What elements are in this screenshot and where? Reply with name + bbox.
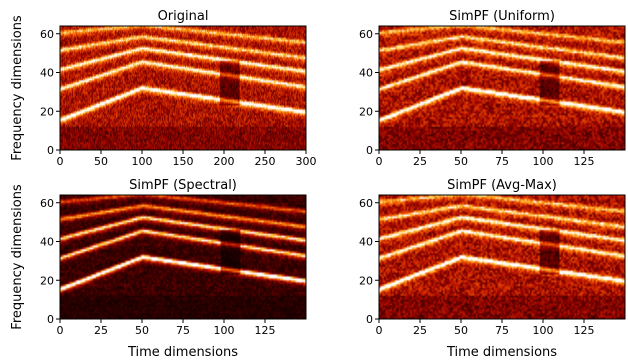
y-tick-label: 40 xyxy=(40,236,54,249)
x-tick-label: 0 xyxy=(376,155,383,168)
y-tick-label: 60 xyxy=(359,197,373,210)
x-tick-label: 100 xyxy=(533,155,554,168)
spectrogram-panel-3: SimPF (Spectral) 0 25 50 75 100 125 0 20 40 60 Freq… xyxy=(10,178,307,360)
y-tick-label: 60 xyxy=(40,28,54,41)
x-tick-label: 75 xyxy=(495,324,509,337)
x-tick-label: 100 xyxy=(132,155,153,168)
x-tick-label: 300 xyxy=(296,155,317,168)
x-tick-label: 125 xyxy=(574,155,595,168)
x-tick-label: 150 xyxy=(173,155,194,168)
x-tick-label: 75 xyxy=(176,324,190,337)
x-tick-label: 100 xyxy=(214,324,235,337)
heatmap-image xyxy=(379,26,625,150)
x-tick-label: 25 xyxy=(94,324,108,337)
spectrogram-panel-1: Original 0 50 100 150 200 250 300 0 20 40 60 Frequen… xyxy=(10,9,317,168)
heatmap-image xyxy=(379,195,625,319)
x-tick-label: 0 xyxy=(57,324,64,337)
x-tick-label: 50 xyxy=(94,155,108,168)
y-tick-label: 0 xyxy=(366,144,373,157)
x-tick-label: 0 xyxy=(57,155,64,168)
y-axis-label: Frequency dimensions xyxy=(10,15,25,161)
y-tick-label: 0 xyxy=(47,144,54,157)
y-tick-label: 20 xyxy=(40,105,54,118)
y-tick-label: 0 xyxy=(366,313,373,326)
x-tick-label: 75 xyxy=(495,155,509,168)
spectrogram-panel-4: SimPF (Avg-Max) 0 25 50 75 100 125 0 20 40 60 Time … xyxy=(359,178,626,360)
x-tick-label: 250 xyxy=(255,155,276,168)
x-tick-label: 50 xyxy=(454,324,468,337)
x-tick-label: 200 xyxy=(214,155,235,168)
x-tick-label: 50 xyxy=(454,155,468,168)
x-tick-label: 100 xyxy=(533,324,554,337)
x-tick-label: 125 xyxy=(255,324,276,337)
x-tick-label: 50 xyxy=(135,324,149,337)
y-tick-label: 20 xyxy=(359,274,373,287)
y-tick-label: 40 xyxy=(359,236,373,249)
y-tick-label: 40 xyxy=(359,67,373,80)
x-tick-label: 25 xyxy=(413,155,427,168)
panel-title: SimPF (Uniform) xyxy=(449,9,555,24)
panel-title: SimPF (Spectral) xyxy=(129,178,237,193)
x-tick-label: 125 xyxy=(574,324,595,337)
y-tick-label: 0 xyxy=(47,313,54,326)
y-tick-label: 60 xyxy=(359,28,373,41)
y-tick-label: 20 xyxy=(40,274,54,287)
y-tick-label: 60 xyxy=(40,197,54,210)
x-tick-label: 0 xyxy=(376,324,383,337)
y-axis-label: Frequency dimensions xyxy=(10,184,25,330)
panel-title: SimPF (Avg-Max) xyxy=(447,178,557,193)
heatmap-image xyxy=(60,26,306,150)
x-axis-label: Time dimensions xyxy=(127,345,238,360)
y-tick-label: 20 xyxy=(359,105,373,118)
x-axis-label: Time dimensions xyxy=(446,345,557,360)
x-tick-label: 25 xyxy=(413,324,427,337)
y-tick-label: 40 xyxy=(40,67,54,80)
heatmap-image xyxy=(60,195,306,319)
spectrogram-panel-2: SimPF (Uniform) 0 25 50 75 100 125 0 20 40 60 xyxy=(359,9,626,168)
panel-title: Original xyxy=(158,9,209,24)
